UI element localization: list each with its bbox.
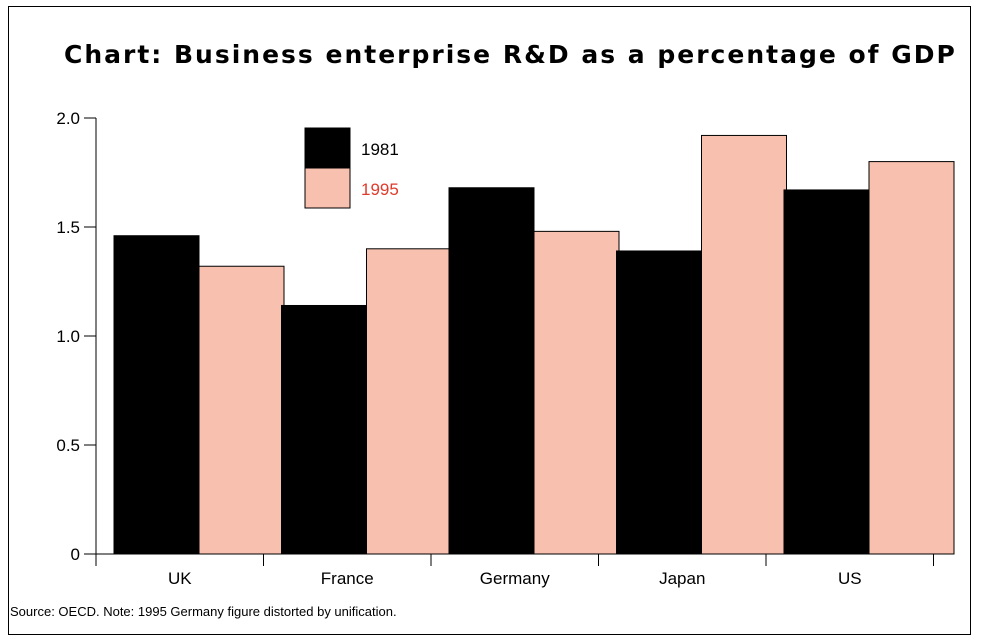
- y-tick-label: 0.5: [56, 436, 80, 455]
- bar-1995-japan: [701, 134, 787, 555]
- x-tick-label: Germany: [480, 569, 550, 588]
- y-tick-label: 1.5: [56, 218, 80, 237]
- x-tick-label: US: [838, 569, 862, 588]
- y-tick-label: 1.0: [56, 327, 80, 346]
- y-tick-label: 0: [71, 545, 80, 564]
- bar-1981-germany: [448, 187, 535, 555]
- legend-swatch-1995: [304, 167, 351, 209]
- chart-title: Chart: Business enterprise R&D as a perc…: [64, 40, 957, 69]
- x-tick-label: France: [321, 569, 374, 588]
- bar-1981-us: [783, 189, 870, 555]
- source-note: Source: OECD. Note: 1995 Germany figure …: [10, 604, 397, 619]
- legend-label-1995: 1995: [361, 180, 399, 199]
- bar-1981-japan: [616, 250, 702, 555]
- legend-swatch-1981: [304, 127, 351, 169]
- bar-1995-uk: [198, 265, 285, 555]
- bar-1981-uk: [113, 235, 200, 555]
- bar-1995-us: [868, 161, 955, 555]
- y-tick-label: 2.0: [56, 109, 80, 128]
- x-tick-label: UK: [168, 569, 192, 588]
- bar-1995-france: [366, 248, 452, 555]
- x-tick-label: Japan: [659, 569, 705, 588]
- legend-label-1981: 1981: [361, 140, 399, 159]
- bar-1995-germany: [533, 230, 620, 555]
- bar-1981-france: [281, 304, 367, 555]
